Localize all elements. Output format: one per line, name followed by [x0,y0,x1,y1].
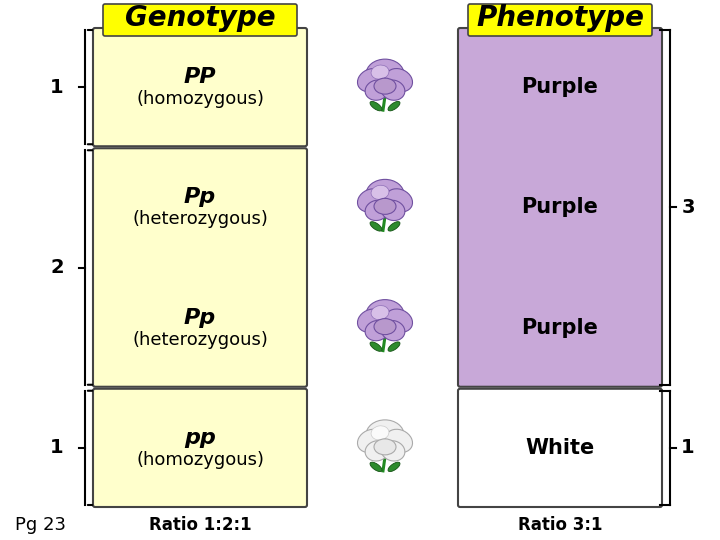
Ellipse shape [370,102,382,111]
Text: White: White [526,438,595,458]
FancyBboxPatch shape [458,389,662,507]
Ellipse shape [370,462,382,471]
Ellipse shape [366,179,404,210]
Ellipse shape [371,65,389,79]
Ellipse shape [388,221,400,231]
Text: Purple: Purple [521,318,598,338]
Ellipse shape [388,342,400,352]
Text: (homozygous): (homozygous) [136,90,264,108]
FancyBboxPatch shape [93,389,307,507]
Text: Purple: Purple [521,77,598,97]
Ellipse shape [365,441,389,461]
FancyBboxPatch shape [103,4,297,36]
Ellipse shape [370,221,382,231]
Ellipse shape [381,441,405,461]
Ellipse shape [365,200,389,220]
Ellipse shape [366,300,404,329]
FancyBboxPatch shape [468,4,652,36]
Ellipse shape [381,80,405,100]
Ellipse shape [374,439,396,455]
Text: Purple: Purple [521,198,598,218]
Text: PP: PP [184,67,216,87]
Ellipse shape [381,200,405,220]
Text: Phenotype: Phenotype [476,4,644,32]
Text: pp: pp [184,428,216,448]
Ellipse shape [385,189,413,212]
FancyBboxPatch shape [93,148,307,387]
Ellipse shape [366,420,404,450]
Text: Ratio 1:2:1: Ratio 1:2:1 [149,516,251,534]
Text: 2: 2 [50,258,64,277]
Text: 1: 1 [50,78,64,97]
Ellipse shape [371,185,389,199]
Ellipse shape [374,198,396,214]
Ellipse shape [374,78,396,94]
FancyBboxPatch shape [458,28,662,387]
Text: (heterozygous): (heterozygous) [132,211,268,228]
Ellipse shape [381,320,405,341]
Text: (homozygous): (homozygous) [136,451,264,469]
Text: 3: 3 [681,198,695,217]
FancyBboxPatch shape [93,28,307,146]
Ellipse shape [388,102,400,111]
Ellipse shape [370,342,382,352]
Text: Pg 23: Pg 23 [15,516,66,534]
Ellipse shape [385,69,413,92]
Ellipse shape [385,429,413,453]
Text: Pp: Pp [184,308,216,328]
Ellipse shape [371,426,389,440]
Text: Pp: Pp [184,187,216,207]
Text: (heterozygous): (heterozygous) [132,330,268,349]
Text: Genotype: Genotype [125,4,275,32]
Ellipse shape [374,319,396,335]
Ellipse shape [385,309,413,332]
Ellipse shape [365,320,389,341]
Text: 1: 1 [681,438,695,457]
Ellipse shape [358,429,384,453]
Ellipse shape [365,80,389,100]
Ellipse shape [358,309,384,332]
Text: Ratio 3:1: Ratio 3:1 [518,516,602,534]
Ellipse shape [371,306,389,320]
Ellipse shape [388,462,400,471]
Ellipse shape [366,59,404,89]
Ellipse shape [358,189,384,212]
Text: 1: 1 [50,438,64,457]
Ellipse shape [358,69,384,92]
